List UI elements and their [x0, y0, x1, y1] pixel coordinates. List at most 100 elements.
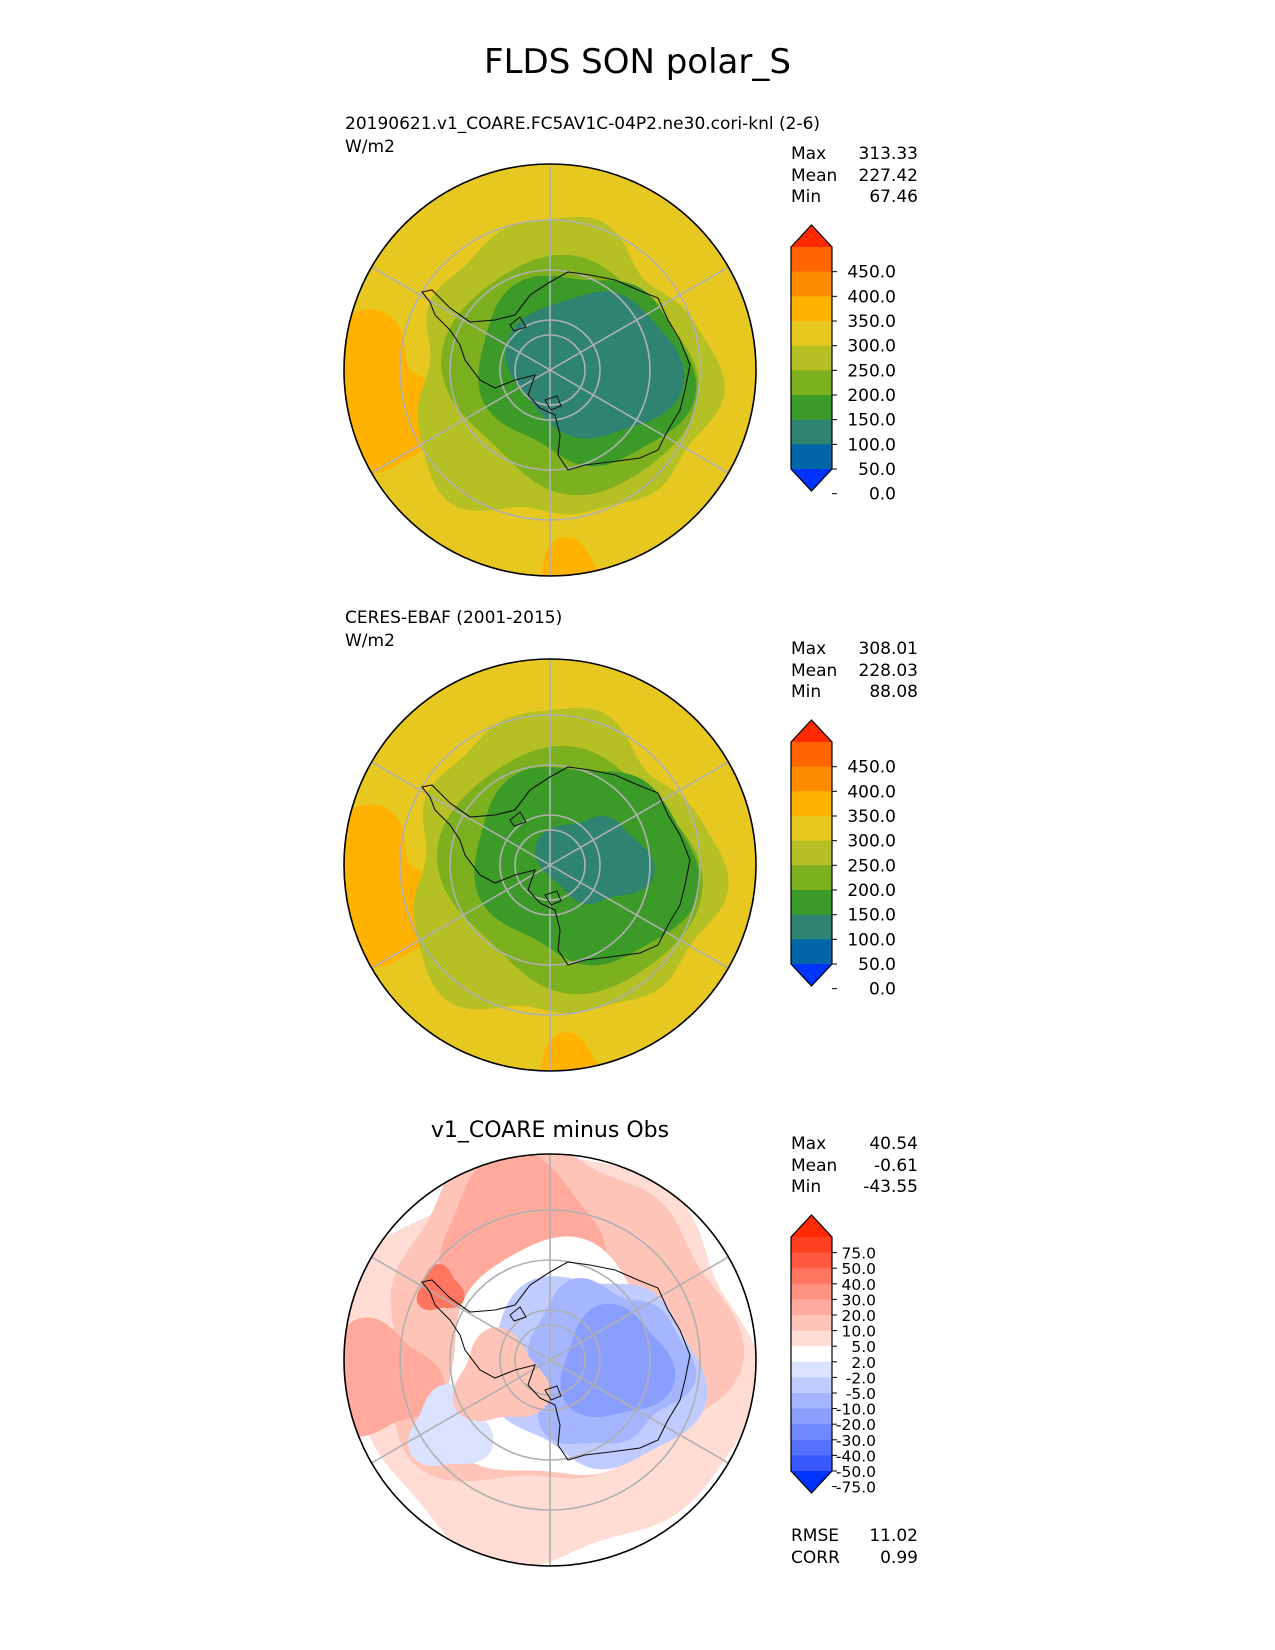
colorbar-segment: [791, 1393, 832, 1410]
figure-title: FLDS SON polar_S: [484, 42, 791, 82]
antarctica-coastline: [421, 1261, 691, 1461]
mean-value: 228.03: [858, 660, 918, 681]
mean-label: Mean: [791, 165, 838, 186]
colorbar-segment: [791, 271, 832, 297]
corr-value: 0.99: [880, 1547, 918, 1568]
island-outline: [509, 1306, 527, 1322]
colorbar-tick-label: 250.0: [847, 361, 896, 381]
map-boundary: [343, 658, 757, 1072]
colorbar-segment: [791, 370, 832, 396]
colorbar-segment: [791, 1283, 832, 1300]
rmse-label: RMSE: [791, 1526, 840, 1546]
min-label: Min: [791, 187, 822, 207]
colorbar-tick-label: 50.0: [858, 460, 896, 480]
map-fill: [344, 659, 756, 1071]
colorbar-extend-min: [791, 964, 832, 986]
colorbar-tick-label: 150.0: [847, 411, 896, 431]
max-value: 40.54: [869, 1134, 918, 1154]
colorbar-extend-max: [791, 1215, 832, 1237]
island-outline: [509, 811, 527, 827]
max-value: 313.33: [858, 144, 918, 164]
map-fill: [344, 164, 756, 576]
colorbar-tick-label: -50.0: [836, 1463, 876, 1481]
colorbar-segment: [791, 296, 832, 322]
difference-colorbar: 75.050.040.030.020.010.05.02.0-2.0-5.0-1…: [790, 1214, 876, 1497]
colorbar-segment: [791, 939, 832, 965]
model-units: W/m2: [345, 137, 395, 157]
max-label: Max: [791, 1134, 827, 1154]
colorbar-segment: [791, 742, 832, 768]
model-subtitle: 20190621.v1_COARE.FC5AV1C-04P2.ne30.cori…: [345, 114, 821, 134]
colorbar-tick-label: 50.0: [841, 1260, 876, 1278]
obs-units: W/m2: [345, 631, 395, 651]
colorbar-tick-label: -10.0: [836, 1401, 876, 1419]
colorbar-segment: [791, 865, 832, 891]
colorbar-segment: [791, 444, 832, 470]
contour-fill-30-40: [416, 1264, 465, 1311]
colorbar-extend-min: [791, 1471, 832, 1493]
colorbar-tick-label: -2.0: [846, 1369, 876, 1387]
mean-label: Mean: [791, 660, 838, 681]
max-label: Max: [791, 639, 827, 659]
map-boundary: [343, 163, 757, 577]
colorbar-tick-label: 300.0: [847, 337, 896, 357]
colorbar-segment: [791, 1455, 832, 1472]
contour-fill-50-100: [535, 816, 655, 904]
island-outline: [509, 316, 527, 332]
colorbar-tick-label: 5.0: [851, 1338, 876, 1356]
map-fill: [344, 1154, 756, 1566]
obs-subtitle: CERES-EBAF (2001-2015): [345, 608, 563, 628]
colorbar-tick-label: 50.0: [858, 955, 896, 975]
colorbar-tick-label: -20.0: [836, 1416, 876, 1434]
obs-map: [343, 658, 757, 1072]
colorbar-tick-label: 20.0: [841, 1307, 876, 1325]
colorbar-tick-label: 450.0: [847, 263, 896, 283]
colorbar-tick-label: 350.0: [847, 807, 896, 827]
min-label: Min: [791, 682, 822, 702]
colorbar-segment: [791, 1299, 832, 1316]
island-outline: [544, 395, 562, 411]
rmse-value: 11.02: [869, 1526, 918, 1546]
colorbar-segment: [791, 395, 832, 421]
colorbar-tick-label: 0.0: [869, 485, 896, 505]
island-outline: [544, 890, 562, 906]
colorbar-tick-label: -75.0: [836, 1479, 876, 1497]
colorbar-segment: [791, 890, 832, 916]
colorbar-tick-label: -40.0: [836, 1447, 876, 1465]
colorbar-tick-label: 300.0: [847, 832, 896, 852]
colorbar-tick-label: 30.0: [841, 1291, 876, 1309]
colorbar-segment: [791, 1268, 832, 1285]
min-value: -43.55: [863, 1177, 918, 1197]
model-map: [343, 163, 757, 577]
corr-label: CORR: [791, 1547, 840, 1568]
antarctica-coastline: [421, 271, 691, 471]
obs-stats: Max 308.01 Mean 228.03 Min 88.08: [791, 639, 918, 705]
colorbar-tick-label: 450.0: [847, 758, 896, 778]
meridian-line: [371, 266, 729, 474]
colorbar-segment: [791, 1330, 832, 1347]
obs-colorbar: 450.0 400.0 350.0 300.0 250.0 200.0 150.0 100.0…: [790, 719, 896, 1000]
mean-value: -0.61: [874, 1155, 918, 1176]
colorbar-segment: [791, 1315, 832, 1332]
antarctica-coastline: [421, 766, 691, 966]
colorbar-tick-label: 100.0: [847, 435, 896, 455]
meridian-line: [371, 761, 729, 969]
colorbar-tick-label: 75.0: [841, 1245, 876, 1263]
difference-title: v1_COARE minus Obs: [430, 1118, 670, 1143]
colorbar-tick-label: 250.0: [847, 856, 896, 876]
colorbar-tick-label: -30.0: [836, 1432, 876, 1450]
colorbar-segment: [791, 1439, 832, 1456]
colorbar-segment: [791, 321, 832, 347]
colorbar-segment: [791, 914, 832, 940]
colorbar-segment: [791, 1237, 832, 1254]
model-stats: Max 313.33 Mean 227.42 Min 67.46: [791, 144, 918, 210]
difference-map: [343, 1153, 757, 1567]
map-boundary: [343, 1153, 757, 1567]
colorbar-tick-label: 150.0: [847, 906, 896, 926]
colorbar-tick-label: 400.0: [847, 287, 896, 307]
colorbar-tick-label: 40.0: [841, 1276, 876, 1294]
colorbar-segment: [791, 345, 832, 371]
colorbar-extend-min: [791, 469, 832, 491]
colorbar-tick-label: 0.0: [869, 980, 896, 1000]
